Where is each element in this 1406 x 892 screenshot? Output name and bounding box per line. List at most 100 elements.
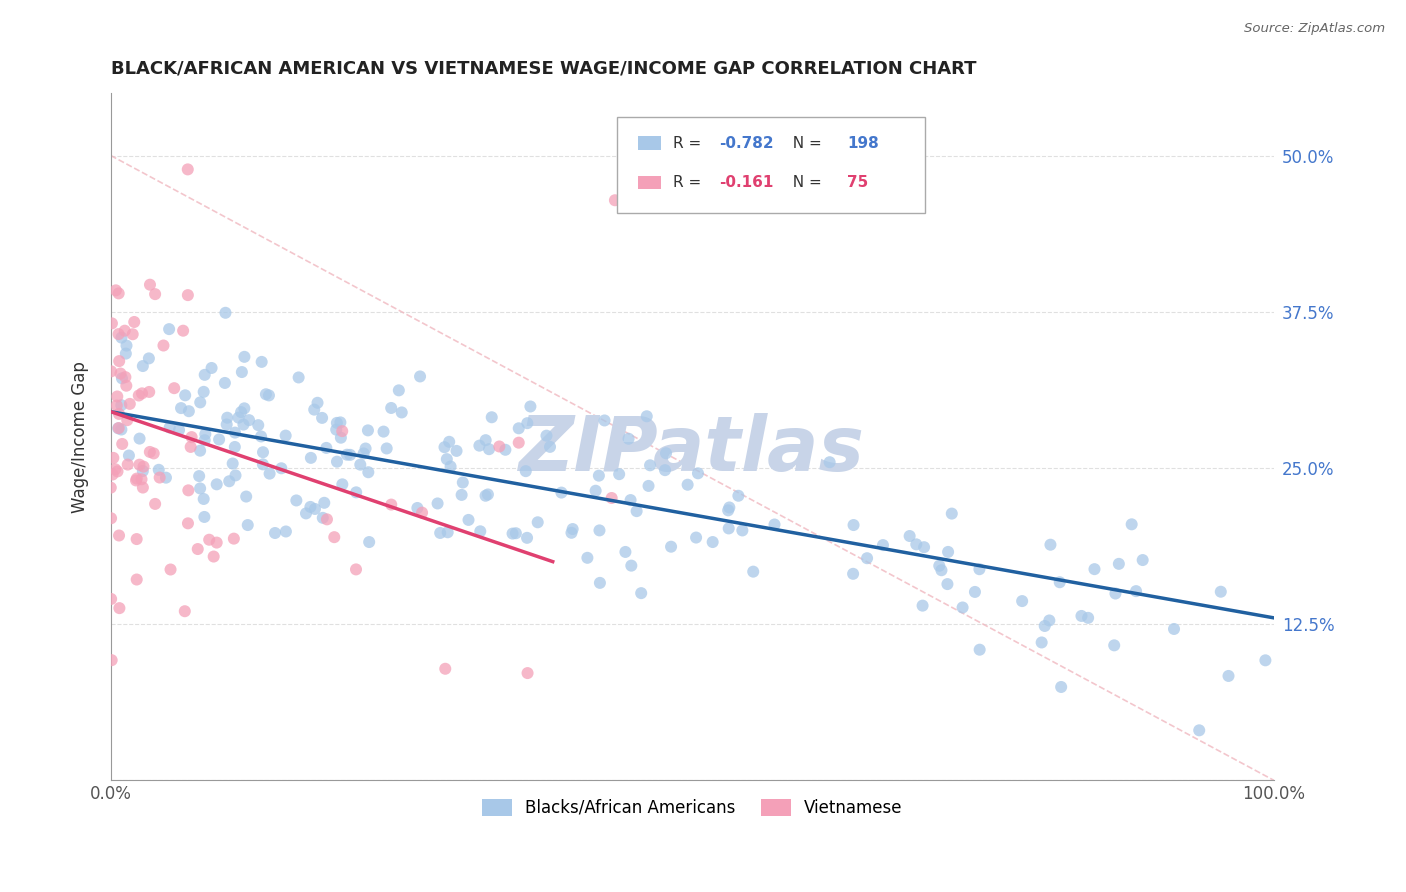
Point	[128, 432, 150, 446]
Point	[170, 401, 193, 416]
Point	[446, 443, 468, 458]
Point	[434, 662, 457, 676]
Point	[285, 493, 308, 508]
Point	[202, 549, 225, 564]
Point	[167, 423, 190, 437]
Point	[1108, 557, 1130, 571]
Point	[349, 458, 371, 472]
Point	[614, 545, 637, 559]
Point	[842, 518, 865, 533]
Point	[969, 642, 991, 657]
Point	[952, 600, 974, 615]
Point	[152, 338, 174, 352]
Point	[270, 461, 292, 475]
Point	[373, 425, 395, 439]
Point	[125, 472, 148, 486]
Point	[307, 396, 329, 410]
Point	[101, 317, 124, 331]
Point	[177, 483, 200, 498]
Point	[593, 413, 616, 427]
Point	[193, 510, 215, 524]
Point	[259, 467, 281, 481]
Point	[856, 551, 879, 566]
Point	[429, 525, 451, 540]
Point	[274, 428, 297, 442]
Point	[229, 405, 252, 419]
Point	[515, 464, 537, 478]
Legend: Blacks/African Americans, Vietnamese: Blacks/African Americans, Vietnamese	[475, 792, 910, 823]
Point	[474, 489, 496, 503]
Point	[969, 562, 991, 576]
Point	[508, 421, 530, 435]
Point	[619, 493, 641, 508]
Point	[193, 384, 215, 399]
Point	[188, 469, 211, 483]
Point	[105, 399, 128, 413]
Point	[235, 490, 257, 504]
Point	[107, 421, 129, 435]
Y-axis label: Wage/Income Gap: Wage/Income Gap	[72, 360, 89, 513]
FancyBboxPatch shape	[617, 117, 925, 213]
Point	[122, 315, 145, 329]
Point	[588, 468, 610, 483]
Point	[194, 368, 217, 382]
Point	[1218, 669, 1240, 683]
Point	[516, 531, 538, 545]
Point	[100, 481, 122, 495]
Point	[659, 540, 682, 554]
Text: 198: 198	[846, 136, 879, 151]
Point	[188, 395, 211, 409]
Point	[1121, 517, 1143, 532]
Point	[208, 433, 231, 447]
Point	[174, 388, 197, 402]
Point	[110, 331, 132, 345]
Point	[236, 518, 259, 533]
Point	[468, 439, 491, 453]
Text: N =: N =	[783, 175, 827, 190]
Text: R =: R =	[672, 175, 706, 190]
Point	[437, 434, 460, 449]
Point	[143, 287, 166, 301]
Point	[138, 384, 160, 399]
Point	[132, 481, 155, 495]
Point	[252, 458, 274, 472]
Text: -0.161: -0.161	[718, 175, 773, 190]
Point	[108, 528, 131, 542]
Point	[233, 350, 256, 364]
Point	[108, 354, 131, 368]
Point	[173, 604, 195, 618]
Text: -0.782: -0.782	[718, 136, 773, 151]
Point	[519, 400, 541, 414]
Point	[312, 511, 335, 525]
Point	[187, 542, 209, 557]
Point	[110, 367, 132, 381]
Point	[299, 450, 322, 465]
Point	[336, 448, 359, 462]
Point	[299, 500, 322, 514]
Point	[742, 565, 765, 579]
Point	[100, 364, 122, 378]
Point	[107, 286, 129, 301]
Point	[963, 585, 986, 599]
Point	[172, 324, 194, 338]
Point	[505, 526, 527, 541]
Point	[1083, 562, 1105, 576]
Point	[224, 440, 246, 454]
Point	[105, 389, 128, 403]
Point	[148, 463, 170, 477]
Point	[188, 482, 211, 496]
Point	[353, 446, 375, 460]
Point	[214, 306, 236, 320]
Point	[516, 416, 538, 430]
Text: N =: N =	[783, 136, 827, 151]
Point	[326, 455, 349, 469]
Point	[329, 416, 352, 430]
Point	[357, 423, 380, 437]
Point	[433, 440, 456, 454]
Point	[233, 401, 256, 416]
Point	[108, 601, 131, 615]
Point	[818, 455, 841, 469]
Point	[686, 467, 709, 481]
Point	[620, 558, 643, 573]
Point	[357, 465, 380, 479]
